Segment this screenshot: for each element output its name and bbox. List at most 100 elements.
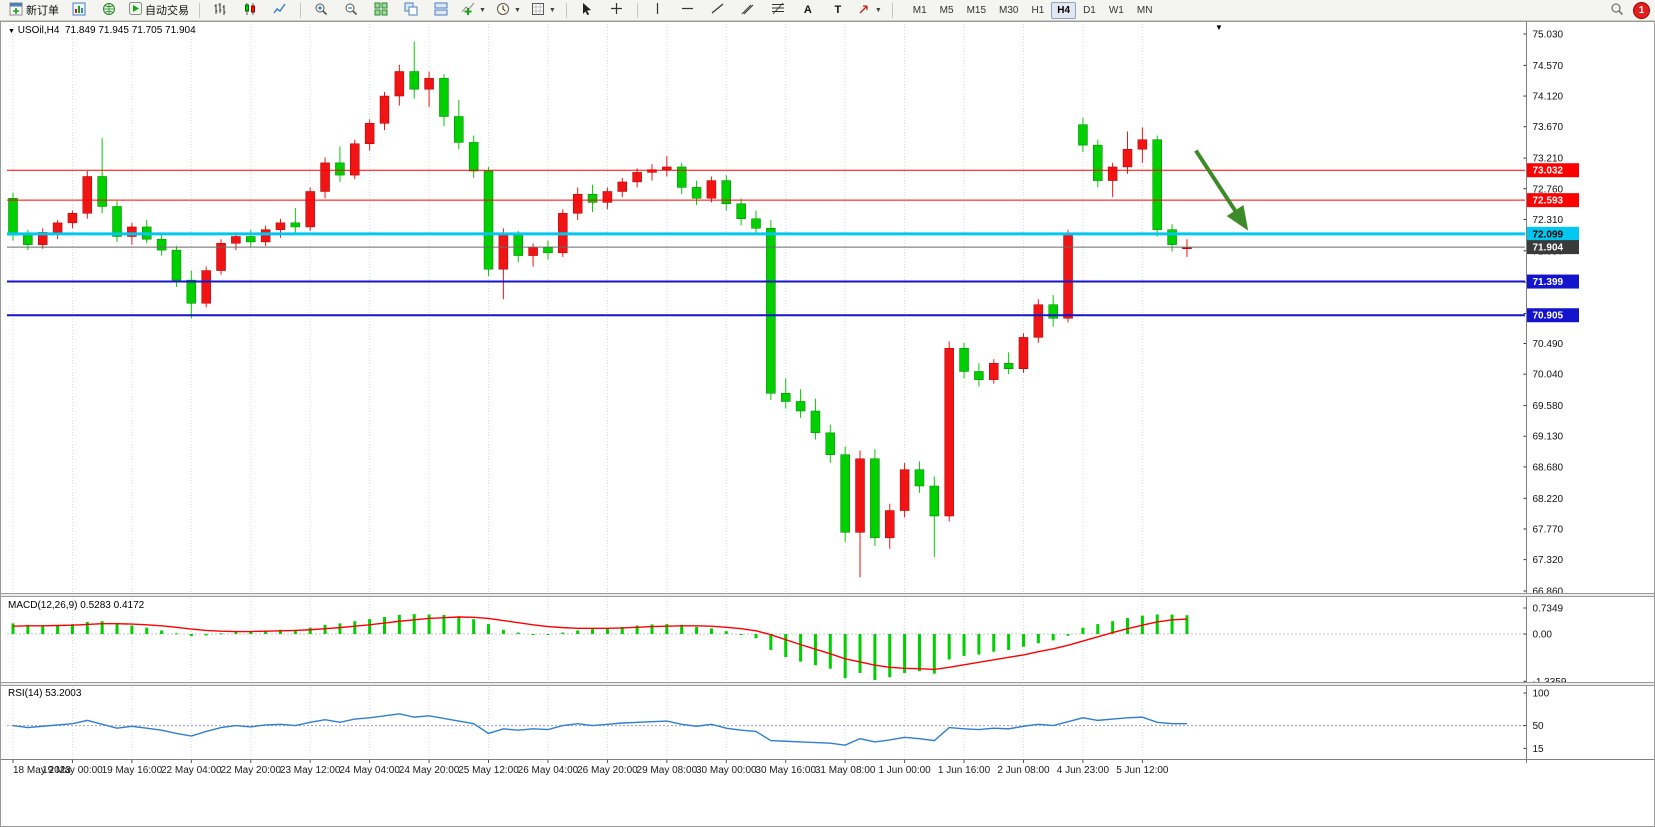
- timeframe-m1-button[interactable]: M1: [912, 4, 927, 16]
- candle-body: [1093, 144, 1103, 181]
- price-tick-label: 67.320: [1533, 555, 1564, 566]
- candle-body: [364, 123, 375, 145]
- price-tick-label: 66.860: [1533, 587, 1564, 598]
- time-label: 18 May 2023: [13, 765, 71, 776]
- candle-body: [97, 176, 107, 207]
- price-box-label: 71.399: [1533, 277, 1564, 288]
- candle-body: [483, 170, 494, 270]
- macd-bar: [56, 625, 60, 634]
- time-axis[interactable]: [1, 760, 1654, 784]
- new-chart-button[interactable]: [65, 0, 93, 20]
- macd-bar: [665, 624, 669, 634]
- macd-bar: [605, 627, 609, 634]
- timeframe-h4-button[interactable]: H4: [1051, 1, 1077, 19]
- bar-chart-mode-button[interactable]: [206, 0, 234, 20]
- macd-bar: [219, 633, 223, 635]
- autotrading-button[interactable]: 自动交易: [125, 0, 193, 20]
- arrow-shape-icon: [858, 2, 871, 18]
- tile-horizontal-button[interactable]: [427, 0, 455, 20]
- profiles-button[interactable]: [95, 0, 123, 20]
- indicators-button[interactable]: ▼: [457, 0, 490, 20]
- price-tick-label: 72.310: [1533, 215, 1564, 226]
- candle-body: [1003, 363, 1014, 369]
- macd-bar: [635, 625, 639, 634]
- trendline-tool-button[interactable]: [704, 0, 732, 20]
- timeframe-mn-button[interactable]: MN: [1136, 4, 1153, 16]
- candle-body: [884, 510, 895, 539]
- fibonacci-tool-button[interactable]: [764, 0, 792, 20]
- timeframe-d1-button[interactable]: D1: [1083, 4, 1096, 16]
- macd-bar: [724, 631, 728, 634]
- candle-body: [974, 371, 984, 380]
- autotrading-label: 自动交易: [145, 5, 189, 17]
- timeframe-m15-button[interactable]: M15: [966, 4, 987, 16]
- fibonacci-icon: [771, 2, 785, 18]
- trend-arrow-object[interactable]: [1194, 149, 1249, 231]
- price-scale[interactable]: [1527, 22, 1654, 759]
- horizontal-line-tool-button[interactable]: [674, 0, 702, 20]
- panel-separator-macd[interactable]: [1, 593, 1654, 597]
- macd-bar: [412, 614, 416, 634]
- zoom-out-icon: [344, 2, 358, 19]
- time-label: 19 May 16:00: [102, 765, 163, 776]
- price-box-label: 73.032: [1533, 166, 1564, 177]
- time-label: 2 Jun 08:00: [997, 765, 1050, 776]
- macd-bar: [977, 634, 981, 655]
- candlestick-mode-button[interactable]: [236, 0, 264, 20]
- timeframe-w1-button[interactable]: W1: [1108, 4, 1124, 16]
- timeframe-m5-button[interactable]: M5: [939, 4, 954, 16]
- tile-windows-button[interactable]: [367, 0, 395, 20]
- chart-window[interactable]: 18 May 2023 19 May 00:00 19 May 16:00 22 Ma…: [0, 21, 1655, 827]
- time-label: 4 Jun 23:00: [1057, 765, 1110, 776]
- macd-bar: [873, 634, 877, 681]
- candle-body: [795, 401, 806, 412]
- price-box-label: 70.905: [1533, 311, 1564, 322]
- candle-body: [112, 206, 122, 237]
- cascade-windows-button[interactable]: [397, 0, 425, 20]
- macd-bar: [11, 623, 15, 634]
- candle-body: [587, 193, 598, 203]
- cursor-button[interactable]: [573, 0, 601, 20]
- price-tick-label: 74.570: [1533, 61, 1564, 72]
- candle-body: [156, 238, 167, 251]
- price-box: [1527, 274, 1579, 289]
- text-tool-button[interactable]: A: [794, 0, 822, 20]
- macd-title: MACD(12,26,9): [8, 600, 78, 611]
- search-button[interactable]: [1603, 0, 1631, 20]
- time-label: 24 May 04:00: [339, 765, 400, 776]
- crosshair-button[interactable]: [603, 0, 631, 20]
- scroll-to-end-marker[interactable]: ▼: [1215, 23, 1223, 32]
- new-order-button[interactable]: 新订单: [5, 0, 63, 20]
- macd-bar: [680, 624, 684, 634]
- templates-button[interactable]: ▼: [527, 0, 560, 20]
- zoom-out-button[interactable]: [337, 0, 365, 20]
- candle-body: [1137, 139, 1148, 150]
- zoom-in-button[interactable]: [307, 0, 335, 20]
- macd-bar: [591, 629, 595, 634]
- macd-bar: [650, 624, 654, 634]
- macd-bar: [1066, 634, 1070, 636]
- rsi-scale-label: 50: [1533, 721, 1545, 732]
- label-tool-button[interactable]: T: [824, 0, 852, 20]
- cursor-icon: [580, 2, 593, 18]
- macd-bar: [576, 630, 580, 634]
- price-box-label: 71.904: [1533, 243, 1564, 254]
- macd-bar: [487, 624, 491, 634]
- macd-values: 0.5283 0.4172: [80, 600, 145, 611]
- timeframe-h1-button[interactable]: H1: [1031, 4, 1045, 16]
- periods-button[interactable]: ▼: [492, 0, 525, 20]
- time-label: 31 May 08:00: [815, 765, 876, 776]
- candle-body: [468, 142, 479, 172]
- arrows-tool-button[interactable]: ▼: [854, 0, 886, 20]
- toolbar-separator: [199, 2, 200, 18]
- channel-tool-button[interactable]: [734, 0, 762, 20]
- timeframe-m30-button[interactable]: M30: [999, 4, 1019, 16]
- candle-body: [409, 71, 419, 90]
- candle-body: [766, 228, 776, 394]
- ohlc-bars-icon: [213, 2, 227, 19]
- vertical-line-tool-button[interactable]: [644, 0, 672, 20]
- notification-badge[interactable]: 1: [1633, 1, 1650, 19]
- line-chart-mode-button[interactable]: [266, 0, 294, 20]
- panel-separator-rsi[interactable]: [1, 682, 1654, 686]
